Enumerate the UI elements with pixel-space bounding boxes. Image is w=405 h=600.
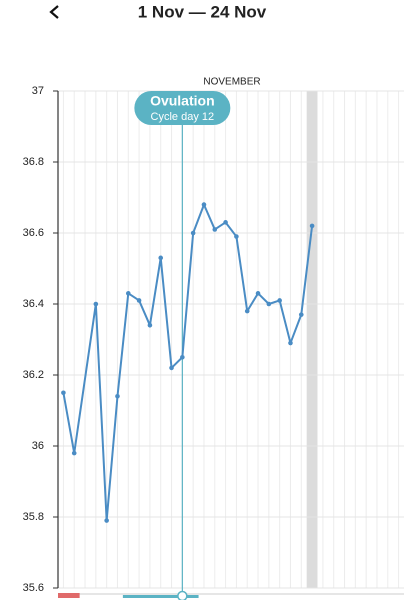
month-label: NOVEMBER — [203, 77, 260, 88]
today-highlight — [306, 91, 318, 588]
y-tick-label: 36.6 — [23, 227, 44, 239]
temperature-point — [266, 301, 272, 307]
temperature-point — [234, 234, 239, 239]
y-tick-label: 35.6 — [23, 582, 44, 594]
temperature-point — [212, 227, 218, 232]
temperature-point — [147, 323, 153, 328]
temperature-point — [180, 354, 185, 360]
y-tick-label: 36.2 — [23, 369, 44, 381]
plot: Ovulation Cycle day 12 — [58, 91, 315, 600]
fertile-bar — [122, 595, 199, 598]
temperature-point — [255, 291, 261, 296]
back-button[interactable] — [49, 5, 59, 19]
y-tick-label: 36.8 — [23, 156, 44, 168]
temperature-point — [125, 291, 131, 296]
temperature-point — [190, 230, 196, 236]
ovulation-pill — [134, 91, 231, 125]
ovulation-sublabel: Cycle day 12 — [151, 111, 215, 123]
temperature-point — [288, 340, 293, 346]
ovulation-label: Ovulation — [150, 93, 215, 109]
temperature-point — [223, 220, 228, 225]
y-tick-label: 36 — [32, 440, 44, 452]
y-tick-label: 35.8 — [23, 511, 44, 523]
temperature-point — [169, 365, 174, 371]
temperature-point — [244, 308, 250, 314]
temperature-point — [71, 450, 77, 456]
y-tick-label: 36.4 — [23, 298, 44, 310]
temperature-point — [309, 223, 315, 229]
temperature-line — [62, 203, 314, 522]
temperature-point — [61, 390, 66, 396]
temperature-point — [104, 518, 109, 523]
period-bar — [58, 593, 80, 598]
temperature-point — [201, 202, 207, 207]
temperature-point — [115, 394, 120, 399]
temperature-point — [93, 301, 99, 307]
temperature-point — [298, 312, 304, 317]
ovulation-dot — [177, 590, 188, 600]
temperature-point — [136, 298, 142, 303]
header-title: 1 Nov — 24 Nov — [138, 2, 267, 21]
y-tick-label: 37 — [32, 85, 44, 97]
temperature-point — [158, 255, 164, 261]
temperature-point — [277, 298, 282, 303]
